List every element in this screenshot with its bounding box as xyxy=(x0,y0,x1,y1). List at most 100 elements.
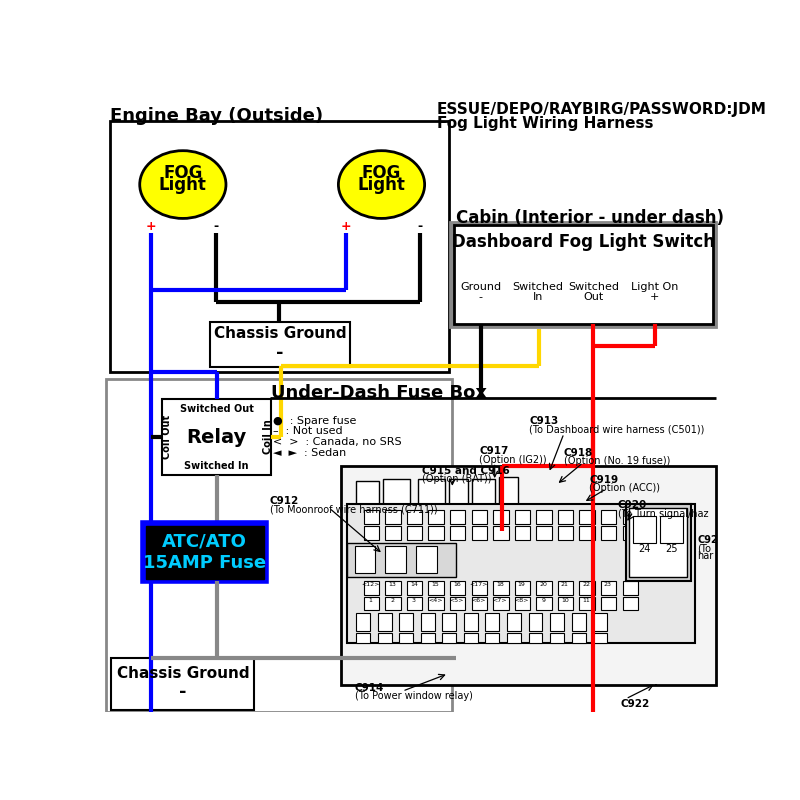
Bar xyxy=(386,510,401,524)
Bar xyxy=(449,479,468,504)
Text: FOG: FOG xyxy=(163,164,202,182)
Bar xyxy=(486,614,499,631)
Text: (Option (ACC)): (Option (ACC)) xyxy=(590,483,661,494)
Bar xyxy=(630,508,687,578)
Text: +: + xyxy=(650,292,659,302)
Bar xyxy=(579,597,595,610)
Text: -: - xyxy=(276,344,284,362)
Text: Switched Out: Switched Out xyxy=(180,404,254,414)
Text: C922: C922 xyxy=(620,699,650,709)
Bar xyxy=(558,581,574,595)
Text: C913: C913 xyxy=(530,415,558,426)
Bar xyxy=(111,658,254,710)
Text: Out: Out xyxy=(583,292,603,302)
Text: (To: (To xyxy=(698,543,711,554)
Bar xyxy=(622,526,638,539)
Text: 14: 14 xyxy=(410,582,418,587)
Text: In: In xyxy=(533,292,543,302)
Bar xyxy=(378,634,391,642)
Bar xyxy=(210,322,350,367)
Bar xyxy=(514,510,530,524)
Text: ATC/ATO: ATC/ATO xyxy=(162,533,247,551)
Text: (To Moonroof wire harness (C711)): (To Moonroof wire harness (C711)) xyxy=(270,505,438,515)
Text: Light: Light xyxy=(159,176,206,194)
Text: <8>: <8> xyxy=(514,598,529,603)
Bar xyxy=(341,466,716,685)
Text: Dashboard Fog Light Switch: Dashboard Fog Light Switch xyxy=(452,233,714,251)
Bar xyxy=(558,597,574,610)
Bar xyxy=(493,526,509,539)
Text: Engine Bay (Outside): Engine Bay (Outside) xyxy=(110,106,323,125)
Text: (To Dashboard wire harness (C501)): (To Dashboard wire harness (C501)) xyxy=(530,424,705,434)
Bar xyxy=(558,526,574,539)
Text: 1: 1 xyxy=(369,598,373,603)
Bar xyxy=(378,614,391,631)
Text: -: - xyxy=(179,683,186,701)
Bar xyxy=(498,477,518,508)
Text: 21: 21 xyxy=(561,582,569,587)
Bar xyxy=(472,479,494,504)
Bar xyxy=(450,510,466,524)
Bar xyxy=(416,546,437,574)
Bar xyxy=(146,526,264,578)
Bar xyxy=(493,597,509,610)
Bar xyxy=(601,510,616,524)
Bar xyxy=(601,597,616,610)
Bar xyxy=(529,614,542,631)
Text: Switched: Switched xyxy=(568,282,618,292)
Bar xyxy=(399,614,413,631)
Bar xyxy=(429,510,444,524)
Text: Coil In: Coil In xyxy=(262,420,273,454)
Text: <12>: <12> xyxy=(362,582,380,587)
Text: -: - xyxy=(418,220,422,234)
Bar xyxy=(162,398,271,475)
Bar xyxy=(472,581,487,595)
Text: 10: 10 xyxy=(561,598,569,603)
Text: <7>: <7> xyxy=(493,598,507,603)
Bar xyxy=(356,634,370,642)
Text: ●  : Spare fuse: ● : Spare fuse xyxy=(273,415,356,426)
Bar xyxy=(454,225,713,324)
Bar xyxy=(143,523,266,581)
Text: <5>: <5> xyxy=(450,598,464,603)
Bar xyxy=(464,614,478,631)
Bar xyxy=(472,597,487,610)
Bar xyxy=(634,516,657,542)
Bar xyxy=(558,510,574,524)
Bar xyxy=(364,526,379,539)
Bar xyxy=(493,510,509,524)
Bar xyxy=(347,542,456,578)
Text: 11: 11 xyxy=(582,598,590,603)
Bar xyxy=(356,614,370,631)
Text: 16: 16 xyxy=(453,582,461,587)
Text: (Option (No. 19 fuse)): (Option (No. 19 fuse)) xyxy=(564,456,670,466)
Bar xyxy=(418,479,445,510)
Bar xyxy=(464,634,478,642)
Bar xyxy=(429,526,444,539)
Bar xyxy=(364,510,379,524)
Text: C919: C919 xyxy=(590,475,618,485)
Text: FOG: FOG xyxy=(362,164,401,182)
Text: 13: 13 xyxy=(388,582,396,587)
Bar xyxy=(421,634,434,642)
Text: <  >  : Canada, no SRS: < > : Canada, no SRS xyxy=(273,437,402,447)
Text: ◄  ►  : Sedan: ◄ ► : Sedan xyxy=(273,448,346,458)
Bar xyxy=(383,479,410,510)
Text: <6>: <6> xyxy=(471,598,486,603)
Bar xyxy=(493,581,509,595)
Text: Relay: Relay xyxy=(186,428,247,446)
Text: 15: 15 xyxy=(431,582,439,587)
Bar xyxy=(106,379,452,712)
Text: C914: C914 xyxy=(354,682,384,693)
Text: <4>: <4> xyxy=(428,598,442,603)
Text: 3: 3 xyxy=(412,598,416,603)
Bar xyxy=(407,581,422,595)
Ellipse shape xyxy=(140,150,226,218)
Text: (Option (BAT)): (Option (BAT)) xyxy=(422,474,491,484)
Text: ESSUE/DEPO/RAYBIRG/PASSWORD:JDM: ESSUE/DEPO/RAYBIRG/PASSWORD:JDM xyxy=(437,102,767,117)
Text: (To Power window relay): (To Power window relay) xyxy=(354,691,473,702)
Text: Light On: Light On xyxy=(631,282,678,292)
Bar xyxy=(442,614,456,631)
Bar xyxy=(507,614,521,631)
Text: Coil Out: Coil Out xyxy=(162,415,172,459)
